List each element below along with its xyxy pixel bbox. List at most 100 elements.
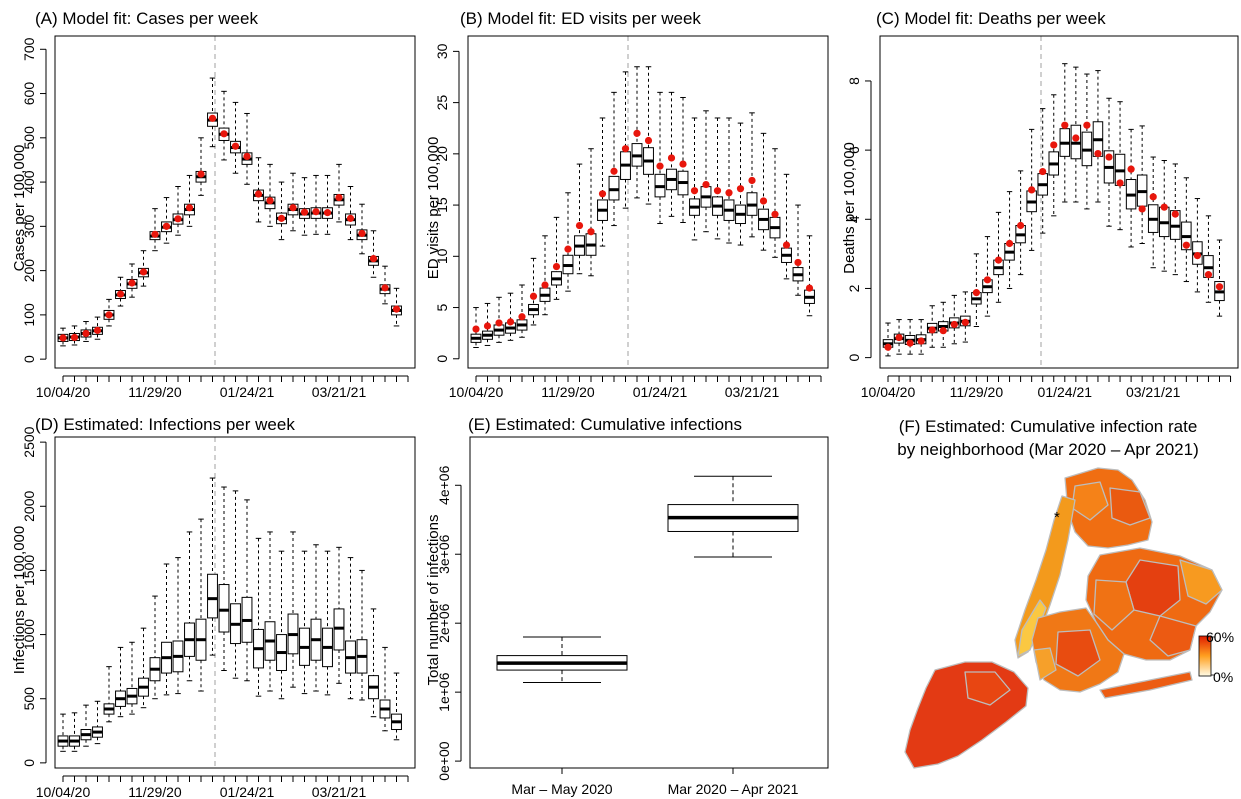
panel-d-title: (D) Estimated: Infections per week (35, 415, 295, 434)
observed-point (59, 334, 67, 342)
panel-c-title: (C) Model fit: Deaths per week (876, 9, 1106, 28)
x-tick-label: 11/29/20 (541, 384, 595, 400)
observed-point (983, 276, 992, 284)
observed-point (667, 154, 676, 162)
panel-a-boxes (57, 77, 402, 347)
panel-b-xaxis: 10/04/20 11/29/20 01/24/21 03/21/21 (449, 375, 822, 400)
observed-point (1094, 149, 1102, 158)
panel-b-frame (467, 35, 829, 369)
observed-point (610, 167, 618, 175)
observed-point (289, 204, 297, 212)
observed-point (1061, 121, 1069, 129)
panel-e-yaxis: 0e+00 1e+06 2e+06 3e+06 4e+06 (436, 465, 462, 781)
x-tick-label: 10/04/20 (449, 384, 504, 400)
observed-point (771, 210, 779, 218)
x-tick-label: 03/21/21 (725, 384, 780, 400)
map-region-staten-island-2 (964, 671, 1011, 706)
observed-point (346, 214, 355, 222)
x-tick-label: 10/04/20 (36, 384, 91, 400)
observed-point (1160, 203, 1168, 211)
panel-e-cumulative: (E) Estimated: Cumulative infections Tot… (425, 415, 829, 797)
y-tick-label: 0 (434, 355, 450, 363)
y-tick-label: 2 (846, 284, 862, 292)
observed-point (243, 152, 251, 161)
panel-c-xaxis: 10/04/20 11/29/20 01/24/21 03/21/21 (861, 375, 1232, 400)
map-region-brooklyn-2 (1055, 629, 1101, 677)
y-tick-label: 5 (434, 303, 450, 311)
observed-point (162, 222, 171, 230)
observed-point (1193, 252, 1201, 260)
panel-f-map: (F) Estimated: Cumulative infection rate… (897, 417, 1234, 769)
observed-point (587, 228, 595, 236)
y-tick-label: 2000 (21, 490, 37, 521)
observed-point (174, 215, 182, 223)
y-tick-label: 2e+06 (436, 603, 452, 643)
panel-b-title: (B) Model fit: ED visits per week (460, 9, 701, 28)
observed-point (1005, 239, 1014, 248)
y-tick-label: 15 (434, 197, 450, 213)
observed-point (506, 318, 515, 326)
observed-point (679, 160, 687, 168)
panel-c-points (884, 121, 1224, 351)
observed-point (950, 320, 958, 329)
y-tick-label: 700 (21, 37, 37, 61)
observed-point (93, 326, 102, 334)
observed-point (656, 162, 664, 170)
panel-e-boxes (496, 475, 799, 683)
observed-point (1072, 134, 1080, 142)
observed-point (748, 176, 756, 185)
panel-a-frame (54, 35, 416, 369)
observed-point (1138, 205, 1146, 213)
x-tick-label: 03/21/21 (312, 384, 367, 400)
observed-point (782, 241, 791, 249)
map-title-line1: (F) Estimated: Cumulative infection rate (899, 417, 1198, 436)
map-region-queens-4 (1149, 615, 1197, 657)
observed-point (151, 230, 159, 238)
x-tick-label: 01/24/21 (220, 784, 275, 799)
y-tick-label: 20 (434, 146, 450, 162)
panel-c-frame (879, 35, 1239, 369)
observed-point (1171, 210, 1179, 218)
panel-a-xaxis: 10/04/20 11/29/20 01/24/21 03/21/21 (36, 375, 409, 400)
observed-point (1050, 141, 1058, 149)
observed-point (220, 130, 228, 138)
panel-c-yaxis: 0 2 4 6 8 (846, 77, 872, 362)
observed-point (185, 204, 194, 212)
y-tick-label: 100 (21, 303, 37, 327)
y-tick-label: 4e+06 (436, 465, 452, 505)
x-category-label: Mar 2020 – Apr 2021 (668, 781, 799, 797)
y-tick-label: 8 (846, 77, 862, 85)
observed-point (1204, 271, 1213, 279)
y-tick-label: 4 (846, 215, 862, 223)
observed-point (70, 333, 79, 342)
map-legend-gradient (1198, 635, 1212, 677)
map-region-rockaway (1099, 671, 1193, 699)
y-tick-label: 500 (21, 126, 37, 150)
observed-point (254, 190, 263, 198)
observed-point (939, 327, 947, 335)
observed-point (208, 114, 217, 122)
observed-point (277, 214, 286, 222)
y-tick-label: 2500 (21, 426, 37, 457)
panel-d-yaxis: 0 500 1000 1500 2000 2500 (21, 426, 47, 767)
observed-point (1215, 283, 1224, 291)
observed-point (358, 229, 366, 238)
observed-point (541, 281, 549, 289)
panel-c-ylabel: Deaths per 100,000 (841, 142, 858, 274)
observed-point (972, 289, 981, 297)
panel-b-points (472, 129, 814, 333)
y-tick-label: 0 (846, 354, 862, 362)
y-tick-label: 1000 (21, 619, 37, 650)
observed-point (564, 245, 572, 253)
observed-point (961, 318, 969, 326)
observed-point (1083, 121, 1091, 129)
observed-point (483, 322, 492, 330)
map-legend-max-label: 60% (1206, 629, 1234, 645)
observed-point (1039, 167, 1047, 176)
panel-d-infections: (D) Estimated: Infections per week Infec… (11, 415, 416, 799)
x-tick-label: 01/24/21 (633, 384, 688, 400)
observed-point (128, 279, 136, 287)
observed-point (552, 262, 561, 271)
map-star-marker: * (1054, 509, 1060, 526)
